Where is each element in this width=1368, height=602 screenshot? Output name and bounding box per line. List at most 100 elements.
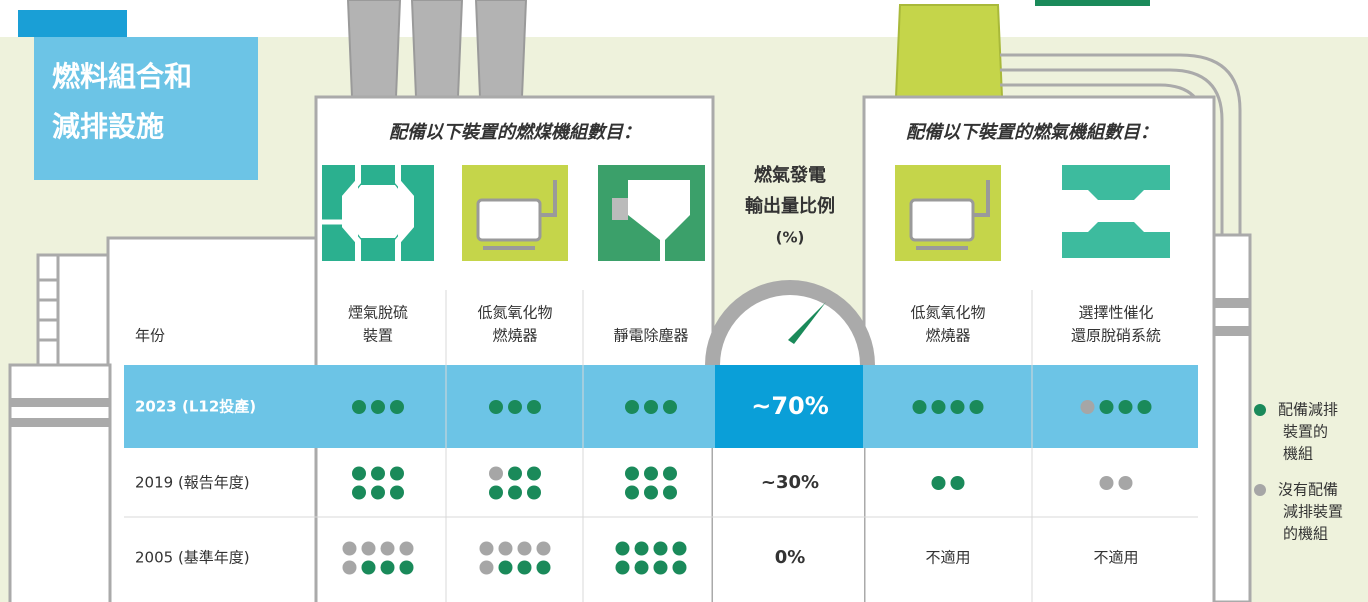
unit-dot [342,541,357,556]
band [1205,298,1250,308]
unit-dot [498,541,513,556]
band [1205,326,1250,336]
unit-dot [352,485,366,500]
unit-dot [1099,476,1114,490]
unit-dot [352,400,366,414]
output-share: ~30% [761,472,819,493]
unit-dot [390,485,404,500]
unit-dot [615,541,630,556]
unit-dot [527,400,541,414]
unit-dot [390,466,404,481]
unit-dot [1080,400,1095,414]
unit-dot [371,400,385,414]
unit-dot [390,400,404,414]
chimneys [346,0,528,98]
gas-chimney [894,4,1004,98]
unit-dot [361,560,376,575]
coal-heading: 配備以下裝置的燃煤機組數目： [389,122,641,143]
unit-dot [508,485,522,500]
output-heading: 燃氣發電 [754,164,826,186]
unit-dot [672,541,687,556]
cell-text: 不適用 [925,549,970,567]
highlight-row [124,365,1198,448]
unit-dot [399,560,414,575]
unit-dot [342,560,357,575]
legend-dot [1254,404,1266,416]
column-header: 燃燒器 [492,327,537,345]
unit-dot [644,466,658,481]
unit-dot [361,541,376,556]
legend-text: 減排裝置 [1283,503,1343,521]
legend-text: 機組 [1283,445,1313,463]
unit-dot [352,466,366,481]
unit-dot [615,560,630,575]
unit-dot [489,485,503,500]
unit-dot [950,400,965,414]
unit-dot [527,485,541,500]
unit-dot [634,541,649,556]
band [10,418,110,427]
unit-dot [653,560,668,575]
unit-dot [489,400,503,414]
title: 燃料組合和 [52,60,192,93]
unit-dot [498,560,513,575]
unit-dot [634,560,649,575]
band [10,398,110,407]
unit-dot [653,541,668,556]
left-annex [36,253,112,367]
unit-dot [517,560,532,575]
column-header: 低氮氧化物 [910,304,985,322]
grid [124,290,1198,602]
cell-text: 不適用 [1093,549,1138,567]
year-label: 2019 (報告年度) [135,474,250,492]
column-header: 燃燒器 [925,327,970,345]
unit-dot [508,466,522,481]
unit-dot [1118,476,1133,490]
unit-dot [644,400,658,414]
unit-dot [380,560,395,575]
icon-scr [1062,165,1170,258]
unit-dot [371,485,385,500]
unit-dot [536,560,551,575]
ladder [38,255,60,365]
unit-dot [644,485,658,500]
gauge-face [720,295,860,365]
legend-dot [1254,484,1266,496]
unit-dot [931,400,946,414]
output-share: 0% [775,547,806,568]
column-header: 煙氣脫硫 [348,304,408,322]
year-label: 2023 (L12投產) [135,398,256,416]
column-header: 靜電除塵器 [613,327,688,345]
unit-dot [536,541,551,556]
unit-dot [508,400,522,414]
unit-dot [489,466,503,481]
unit-dot [1137,400,1152,414]
unit-dot [625,485,639,500]
unit-dot [625,466,639,481]
unit-dot [625,400,639,414]
legend-text: 裝置的 [1283,423,1328,441]
unit-dot [663,466,677,481]
year-header: 年份 [135,327,165,345]
unit-dot [663,485,677,500]
gas-heading: 配備以下裝置的燃氣機組數目： [906,122,1158,143]
column-header: 還原脫硝系統 [1071,327,1161,345]
unit-dot [380,541,395,556]
unit-dot [479,560,494,575]
icon-esp [598,165,705,261]
column-header: 選擇性催化 [1078,304,1153,322]
icon-lownox [462,165,568,261]
unit-dot [517,541,532,556]
unit-dot [663,400,677,414]
unit-dot [1099,400,1114,414]
column-header: 低氮氧化物 [477,304,552,322]
legend-text: 沒有配備 [1278,481,1338,499]
legend-text: 的機組 [1283,525,1328,543]
unit-dot [672,560,687,575]
unit-dot [479,541,494,556]
highlight-cell [715,365,863,448]
unit-dot [969,400,984,414]
top-tag [1035,0,1150,6]
